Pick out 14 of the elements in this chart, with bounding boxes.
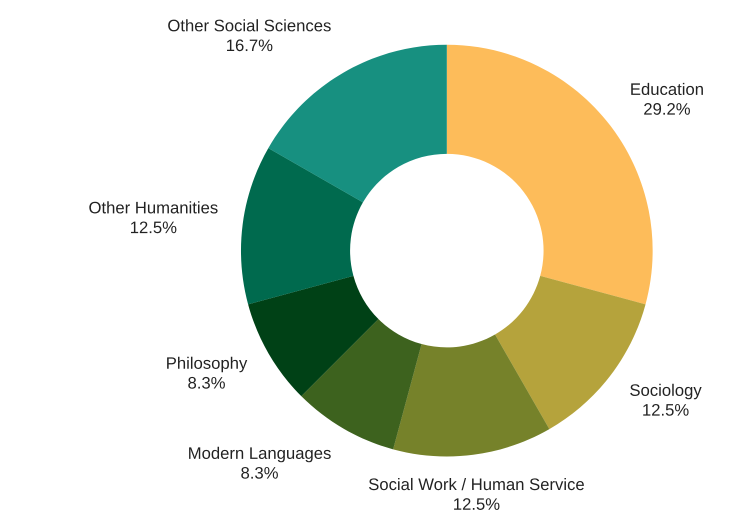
slice-label: Philosophy (167, 356, 248, 372)
data-label: 8.3% (188, 376, 225, 389)
slice-label: Social Work / Human Service (368, 478, 584, 490)
slice-label: Education (631, 82, 703, 96)
slice-label: Sociology (630, 384, 702, 400)
slice-label: Other Humanities (89, 201, 218, 214)
data-label: 16.7% (227, 39, 272, 52)
slice-label: Other Social Sciences (168, 19, 331, 32)
data-label: 8.3% (241, 466, 278, 479)
data-label: 12.5% (130, 221, 176, 234)
data-label: 12.5% (643, 404, 689, 416)
data-label: 29.2% (644, 103, 690, 115)
slice-label: Modern Languages (189, 446, 331, 462)
data-label: 12.5% (454, 498, 500, 510)
